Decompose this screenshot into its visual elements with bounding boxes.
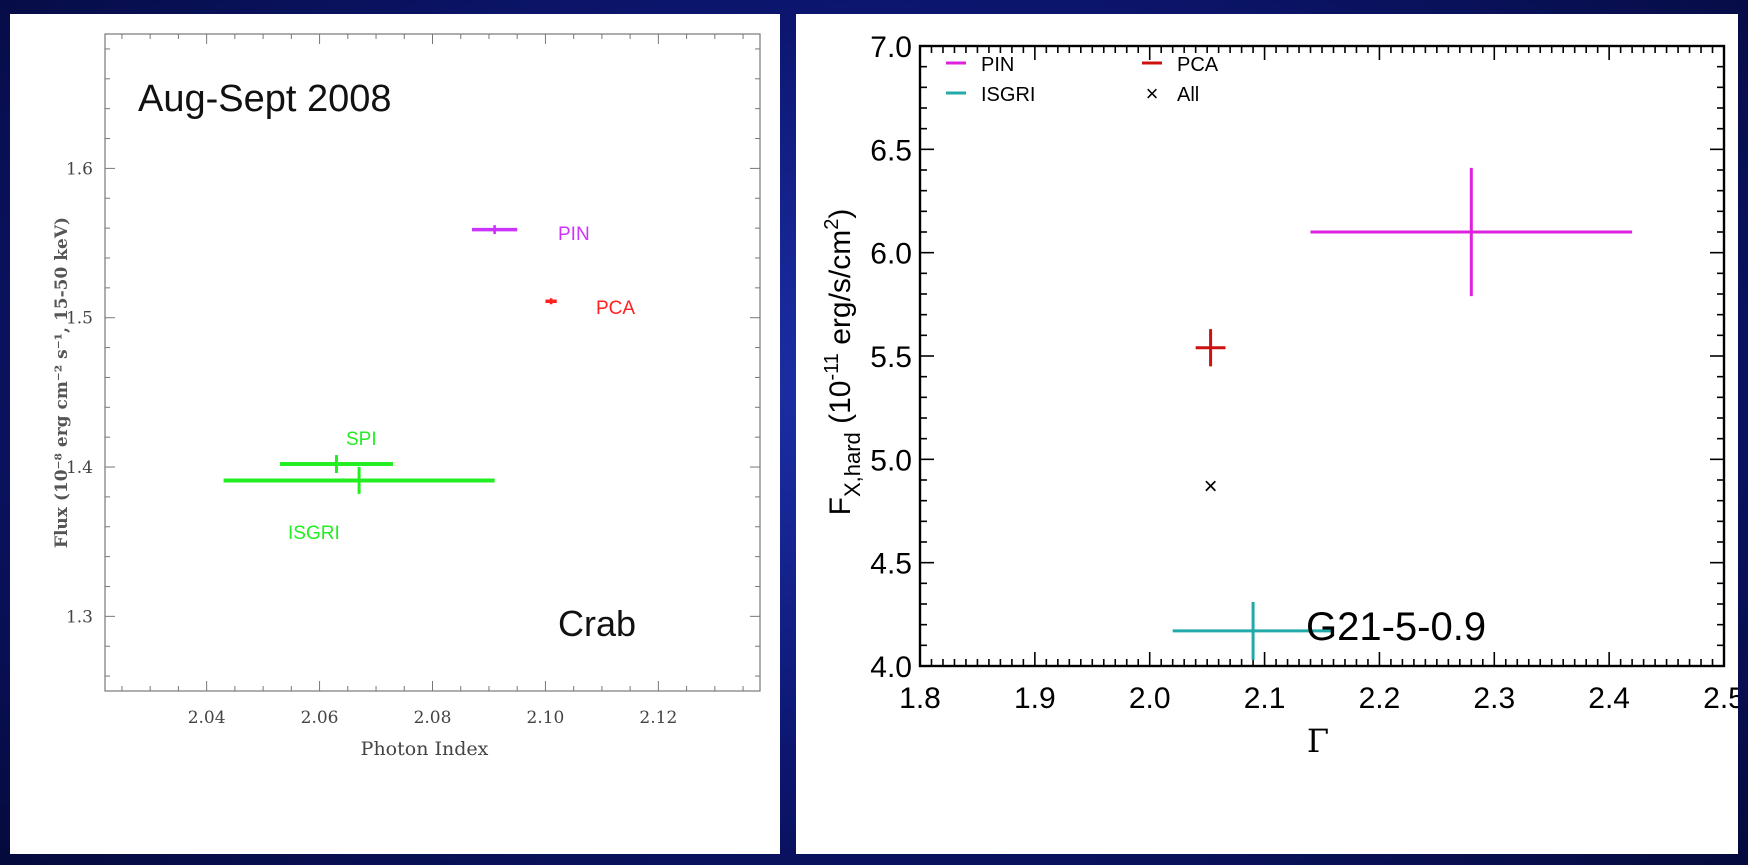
y-axis-label-group: FX,hard (10-11 erg/s/cm2) <box>821 209 865 516</box>
chart-title: Aug-Sept 2008 <box>138 78 392 120</box>
y-tick-label: 6.5 <box>870 134 912 167</box>
source-annotation: G21-5-0.9 <box>1306 605 1486 649</box>
y-tick-label: 5.0 <box>870 444 912 477</box>
data-point-all: × <box>1204 473 1218 500</box>
x-axis-label: Γ <box>1307 722 1329 760</box>
legend-label-all: All <box>1177 84 1199 106</box>
y-axis-label: Flux (10⁻⁸ erg cm⁻² s⁻¹, 15-50 keV) <box>52 217 72 548</box>
y-axis-label-tail: erg/s/cm <box>824 230 857 353</box>
plot-frame <box>918 44 1726 668</box>
right-chart-panel: 1.8 1.9 2.0 2.1 2.2 2.3 2.4 2.5 4.0 4.5 5.0 5.5 6.0 6… <box>796 14 1738 854</box>
x-axis-label: Photon Index <box>361 738 489 760</box>
x-tick-label: 2.06 <box>301 708 339 728</box>
y-axis-label-rest: (10 <box>824 381 857 433</box>
legend-label-pca: PCA <box>1177 54 1219 76</box>
y-tick-label: 1.3 <box>66 607 93 627</box>
series-label-pin: PIN <box>558 224 590 245</box>
y-axis-label-sup: -11 <box>821 353 843 380</box>
crab-flux-chart: 2.04 2.06 2.08 2.10 2.12 1.3 1.4 1.5 1.6 Photon I… <box>52 33 761 760</box>
y-tick-label: 1.6 <box>66 159 93 179</box>
x-tick-label: 2.5 <box>1703 682 1738 715</box>
y-tick-label: 1.4 <box>66 458 93 478</box>
y-tick-label: 7.0 <box>870 31 912 64</box>
y-tick-label: 1.5 <box>66 309 93 329</box>
y-tick-label: 5.5 <box>870 341 912 374</box>
x-tick-label: 2.1 <box>1244 682 1286 715</box>
x-tick-label: 2.2 <box>1359 682 1401 715</box>
legend-label-isgri: ISGRI <box>981 84 1035 106</box>
plot-frame <box>104 33 761 692</box>
x-tick-label: 1.9 <box>1014 682 1056 715</box>
legend-marker-all: × <box>1146 81 1159 106</box>
series-label-pca: PCA <box>596 298 635 319</box>
x-tick-label: 1.8 <box>899 682 941 715</box>
y-axis-label-sup2: 2 <box>821 219 843 230</box>
x-tick-label: 2.12 <box>639 708 677 728</box>
legend-label-pin: PIN <box>981 54 1014 76</box>
y-axis-label: FX,hard (10-11 erg/s/cm2) <box>821 209 865 516</box>
y-axis-label-main: F <box>824 497 857 515</box>
y-tick-label: 6.0 <box>870 238 912 271</box>
x-tick-label: 2.0 <box>1129 682 1171 715</box>
y-tick-label: 4.5 <box>870 548 912 581</box>
y-axis-label-end: ) <box>824 209 857 219</box>
x-tick-label: 2.4 <box>1588 682 1630 715</box>
x-tick-label: 2.08 <box>414 708 452 728</box>
y-tick-label: 4.0 <box>870 651 912 684</box>
x-tick-label: 2.3 <box>1473 682 1515 715</box>
left-chart-panel: 2.04 2.06 2.08 2.10 2.12 1.3 1.4 1.5 1.6 Photon I… <box>10 14 780 854</box>
x-tick-label: 2.04 <box>188 708 226 728</box>
source-annotation: Crab <box>558 603 636 644</box>
x-tick-label: 2.10 <box>527 708 565 728</box>
series-label-isgri: ISGRI <box>288 523 340 544</box>
series-label-spi: SPI <box>346 429 377 450</box>
y-axis-label-sub: X,hard <box>840 432 865 497</box>
g21-flux-chart: 1.8 1.9 2.0 2.1 2.2 2.3 2.4 2.5 4.0 4.5 5.0 5.5 6.0 6… <box>821 31 1738 760</box>
